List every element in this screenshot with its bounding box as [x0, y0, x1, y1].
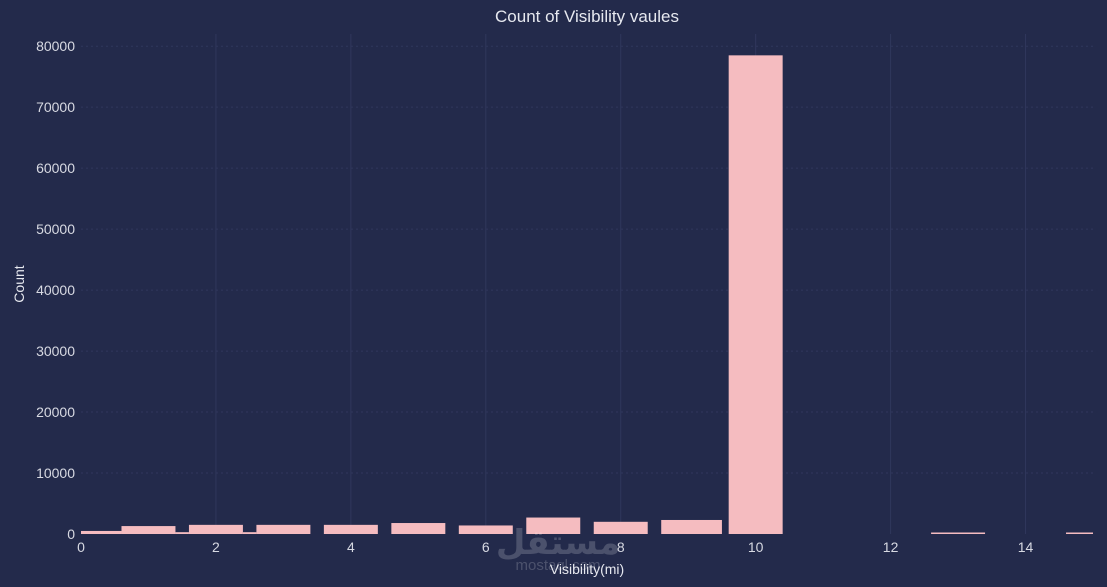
bar-14 — [1066, 532, 1093, 534]
watermark-arabic: مستقل — [496, 524, 620, 562]
bar-3 — [188, 524, 243, 534]
x-tick-label-6: 12 — [883, 539, 899, 555]
y-tick-label-2: 20000 — [36, 404, 75, 420]
bar-6 — [323, 524, 378, 534]
x-tick-label-7: 14 — [1018, 539, 1034, 555]
y-tick-label-4: 40000 — [36, 282, 75, 298]
y-axis-title: Count — [11, 265, 27, 302]
bar-13 — [931, 532, 986, 534]
x-tick-label-5: 10 — [748, 539, 764, 555]
x-tick-label-1: 2 — [212, 539, 220, 555]
grid-layer — [81, 34, 1093, 534]
bar-0 — [81, 530, 122, 534]
watermark-logo: مستقل mostaql.com — [496, 524, 620, 574]
bars-layer — [81, 55, 1093, 535]
bar-2 — [175, 532, 189, 534]
y-tick-label-7: 70000 — [36, 99, 75, 115]
bar-1 — [121, 526, 176, 534]
bar-12 — [728, 55, 783, 535]
bar-4 — [242, 532, 257, 534]
y-tick-label-3: 30000 — [36, 343, 75, 359]
x-tick-label-0: 0 — [77, 539, 85, 555]
x-axis-title: Visibility(mi) — [550, 561, 624, 577]
y-tick-label-0: 0 — [67, 526, 75, 542]
bar-9 — [526, 517, 581, 534]
y-tick-label-5: 50000 — [36, 221, 75, 237]
bar-8 — [458, 525, 513, 534]
y-tick-label-6: 60000 — [36, 160, 75, 176]
y-tick-label-1: 10000 — [36, 465, 75, 481]
bar-11 — [661, 519, 722, 534]
x-tick-label-2: 4 — [347, 539, 355, 555]
x-tick-label-4: 8 — [617, 539, 625, 555]
watermark-latin: mostaql.com — [515, 557, 600, 574]
x-tick-label-3: 6 — [482, 539, 490, 555]
bar-5 — [256, 524, 311, 534]
ticks-layer: 0 10000 20000 30000 40000 50000 60000 70000 8000… — [36, 38, 1033, 555]
y-tick-label-8: 80000 — [36, 38, 75, 54]
bar-7 — [391, 523, 446, 534]
bar-10 — [593, 521, 648, 534]
chart-title: Count of Visibility vaules — [495, 7, 679, 26]
